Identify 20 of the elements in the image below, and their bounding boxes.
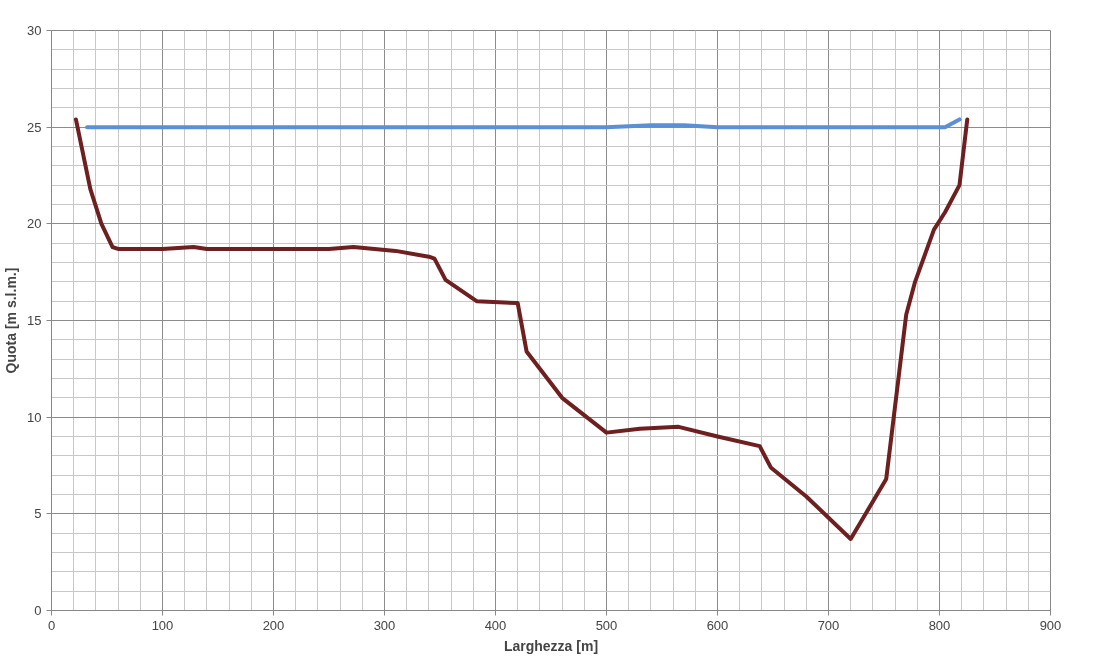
- x-tick-label: 200: [262, 617, 285, 633]
- line-series: [73, 117, 970, 541]
- x-tick-label: 800: [928, 617, 951, 633]
- y-tick-label: 15: [27, 313, 42, 328]
- y-tick-label: 5: [34, 506, 42, 522]
- y-tick-label: 30: [27, 23, 42, 38]
- y-tick-label: 20: [27, 216, 42, 232]
- x-tick-label: 900: [1039, 617, 1062, 633]
- x-tick-label: 100: [151, 617, 174, 633]
- x-tick-label: 600: [706, 617, 729, 633]
- x-tick-label: 700: [817, 617, 840, 633]
- x-tick-label: 300: [373, 617, 396, 633]
- y-axis-title: Quota [m s.l.m.]: [3, 267, 20, 374]
- x-tick-label: 400: [484, 617, 507, 633]
- x-tick-label: 0: [47, 617, 56, 633]
- y-tick-label: 25: [27, 119, 42, 135]
- y-tick-label: 10: [27, 409, 42, 425]
- x-tick-label: 500: [595, 617, 618, 633]
- x-axis-title: Larghezza [m]: [503, 637, 599, 654]
- y-tick-label: 0: [34, 603, 42, 618]
